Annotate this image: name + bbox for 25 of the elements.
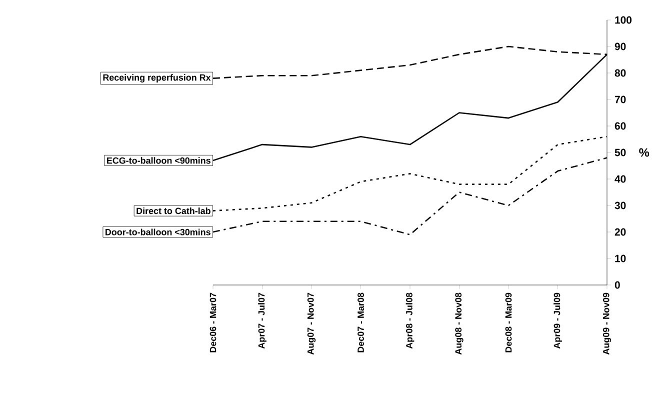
series-label: Direct to Cath-lab (136, 208, 210, 214)
y-tick-label: 70 (614, 96, 626, 104)
series-label: ECG-to-balloon <90mins (107, 157, 210, 164)
x-tick-label: Apr09 - Jul09 (554, 292, 562, 349)
y-tick-label: 30 (614, 202, 626, 210)
x-tick-label: Aug08 - Nov08 (455, 292, 464, 355)
y-tick-label: 100 (615, 16, 632, 24)
series-label: Door-to-balloon <30mins (106, 228, 210, 236)
y-tick-label: 40 (614, 175, 626, 183)
x-tick-label: Aug07 - Nov07 (307, 292, 316, 355)
y-tick-label: 0 (614, 281, 620, 289)
y-tick-label: 20 (614, 228, 626, 236)
x-tick-label: Dec08 - Mar09 (505, 292, 512, 352)
series-label: Receiving reperfusion Rx (103, 74, 211, 82)
x-tick-label: Apr07 - Jul07 (258, 292, 266, 349)
x-tick-label: Aug09 - Nov09 (602, 292, 612, 355)
y-tick-label: 80 (614, 69, 626, 77)
y-tick-label: 60 (614, 122, 626, 130)
x-tick-label: Dec06 - Mar07 (210, 292, 216, 352)
x-tick-label: Dec07 - Mar08 (358, 292, 364, 352)
y-axis-title: % (639, 148, 650, 157)
y-tick-label: 10 (615, 254, 626, 262)
x-tick-label: Apr08 - Jul08 (406, 292, 414, 349)
y-tick-label: 90 (614, 42, 626, 50)
y-tick-label: 50 (614, 148, 626, 156)
